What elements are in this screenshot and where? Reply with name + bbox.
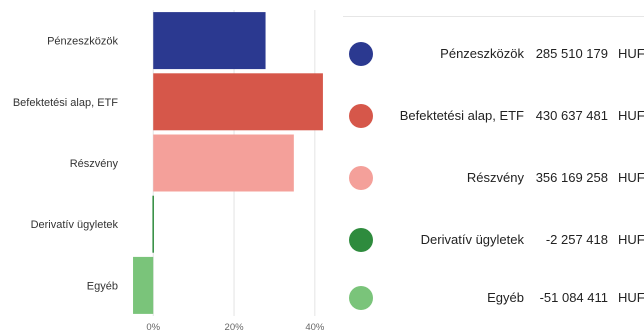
legend-swatch — [349, 228, 373, 252]
legend-swatch — [349, 104, 373, 128]
x-tick-label: 20% — [225, 322, 245, 333]
legend-unit: HUF — [618, 170, 644, 185]
legend-label: Részvény — [466, 170, 524, 185]
legend-value: 430 637 481 — [535, 108, 608, 123]
bar — [153, 12, 266, 70]
legend: Pénzeszközök 285 510 179 HUF Befektetési… — [343, 16, 644, 335]
legend-unit: HUF — [618, 46, 644, 61]
category-label: Részvény — [70, 158, 119, 170]
legend-item-befektetesi-alap[interactable]: Befektetési alap, ETF 430 637 481 HUF — [343, 101, 644, 131]
legend-unit: HUF — [618, 108, 644, 123]
legend-label: Pénzeszközök — [440, 46, 524, 61]
legend-item-egyeb[interactable]: Egyéb -51 084 411 HUF — [343, 283, 644, 313]
legend-value: 356 169 258 — [535, 170, 608, 185]
bar — [133, 256, 154, 314]
bar — [152, 195, 154, 253]
legend-swatch — [349, 286, 373, 310]
x-tick-label: 40% — [305, 322, 325, 333]
bar-chart: Pénzeszközök Befektetési alap, ETF Részvén… — [13, 10, 325, 333]
category-label: Derivatív ügyletek — [31, 219, 119, 231]
legend-item-penzeszkozok[interactable]: Pénzeszközök 285 510 179 HUF — [343, 39, 644, 69]
legend-label: Befektetési alap, ETF — [399, 108, 524, 123]
bar — [153, 73, 323, 131]
bar — [153, 134, 294, 192]
legend-unit: HUF — [618, 290, 644, 305]
category-label: Pénzeszközök — [47, 36, 118, 48]
legend-label: Egyéb — [487, 290, 524, 305]
legend-value: -2 257 418 — [545, 232, 608, 247]
legend-value: -51 084 411 — [539, 290, 608, 305]
category-label: Egyéb — [87, 280, 118, 292]
category-label: Befektetési alap, ETF — [13, 97, 118, 109]
legend-swatch — [349, 42, 373, 66]
legend-value: 285 510 179 — [535, 46, 608, 61]
legend-item-reszveny[interactable]: Részvény 356 169 258 HUF — [343, 163, 644, 193]
x-tick-label: 0% — [146, 322, 160, 333]
legend-swatch — [349, 166, 373, 190]
legend-label: Derivatív ügyletek — [420, 232, 524, 247]
legend-item-derivativ[interactable]: Derivatív ügyletek -2 257 418 HUF — [343, 225, 644, 255]
legend-unit: HUF — [618, 232, 644, 247]
